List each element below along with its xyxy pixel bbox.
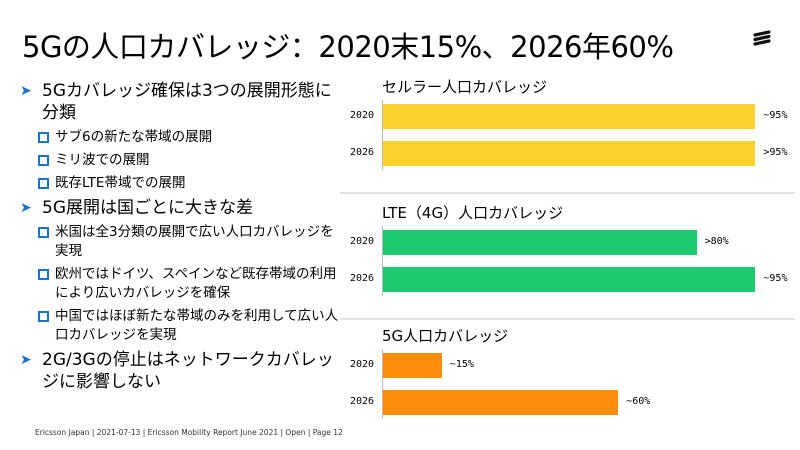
arrow-bullet-icon: ➤ [20,200,32,216]
data-label: ~95% [763,273,788,284]
footer: Ericsson Japan | 2021-07-13 | Ericsson M… [35,428,343,437]
sub-bullet: 既存LTE帯域での展開 [38,174,340,193]
slide-title: 5Gの人口カバレッジ：2020末15%、2026年60% [22,30,674,64]
bullet-text: 5G展開は国ごとに大きな差 [42,198,253,218]
category-label: 2020 [350,359,375,370]
arrow-bullet-icon: ➤ [20,83,32,99]
data-label: ~15% [449,359,474,370]
chart-panel: セルラー人口カバレッジ 2020 ~95% 2026 >95% [340,76,795,191]
sub-bullet-text: サブ6の新たな帯域の展開 [55,129,213,145]
sub-bullet-text: 欧州ではドイツ、スペインなど既存帯域の利用により広いカバレッジを確保 [55,266,337,301]
axis-line [382,100,383,170]
bar [383,267,756,292]
bullet-list: ➤ 5Gカバレッジ確保は3つの展開形態に分類サブ6の新たな帯域の展開 ミリ波での展開… [20,80,340,397]
checkbox-bullet-icon [38,132,49,143]
bar [383,353,442,378]
sub-bullet: 欧州ではドイツ、スペインなど既存帯域の利用により広いカバレッジを確保 [38,265,340,303]
category-label: 2026 [350,147,375,158]
chart-panel: 5G人口カバレッジ 2020 ~15% 2026 ~60% [340,325,795,440]
chart-title: 5G人口カバレッジ [382,327,509,345]
ericsson-logo-icon [753,30,771,46]
bullet: ➤ 5Gカバレッジ確保は3つの展開形態に分類 [20,80,340,124]
sub-bullet: サブ6の新たな帯域の展開 [38,128,340,147]
checkbox-bullet-icon [38,155,49,166]
sub-bullet-text: 既存LTE帯域での展開 [55,175,186,191]
arrow-bullet-icon: ➤ [20,352,32,368]
checkbox-bullet-icon [38,311,49,322]
checkbox-bullet-icon [38,269,49,280]
sub-bullet: 中国ではほぼ新たな帯域のみを利用して広い人口カバレッジを実現 [38,307,340,345]
sub-bullet: 米国は全3分類の展開で広い人口カバレッジを実現 [38,223,340,261]
sub-bullet: ミリ波での展開 [38,151,340,170]
bar [383,390,619,415]
bullet: ➤ 5G展開は国ごとに大きな差 [20,197,340,219]
sub-bullet-text: ミリ波での展開 [55,152,150,168]
data-label: ~60% [626,396,651,407]
data-label: >95% [763,147,788,158]
category-label: 2026 [350,396,375,407]
bar [383,104,756,129]
data-label: >80% [704,236,729,247]
divider [340,318,795,320]
category-label: 2020 [350,110,375,121]
data-label: ~95% [763,110,788,121]
chart-title: LTE（4G）人口カバレッジ [382,204,564,222]
bullet: ➤ 2G/3Gの停止はネットワークカバレッジに影響しない [20,349,340,393]
divider [340,192,795,194]
category-label: 2026 [350,273,375,284]
checkbox-bullet-icon [38,178,49,189]
axis-line [382,349,383,419]
category-label: 2020 [350,236,375,247]
bullet-text: 5Gカバレッジ確保は3つの展開形態に分類 [42,81,332,123]
checkbox-bullet-icon [38,227,49,238]
bullet-text: 2G/3Gの停止はネットワークカバレッジに影響しない [42,350,334,392]
sub-bullet-text: 中国ではほぼ新たな帯域のみを利用して広い人口カバレッジを実現 [55,308,339,343]
bar [383,141,756,166]
sub-bullet-text: 米国は全3分類の展開で広い人口カバレッジを実現 [55,224,334,259]
chart-title: セルラー人口カバレッジ [382,78,548,96]
bar [383,230,697,255]
chart-panel: LTE（4G）人口カバレッジ 2020 >80% 2026 ~95% [340,202,795,317]
axis-line [382,226,383,296]
